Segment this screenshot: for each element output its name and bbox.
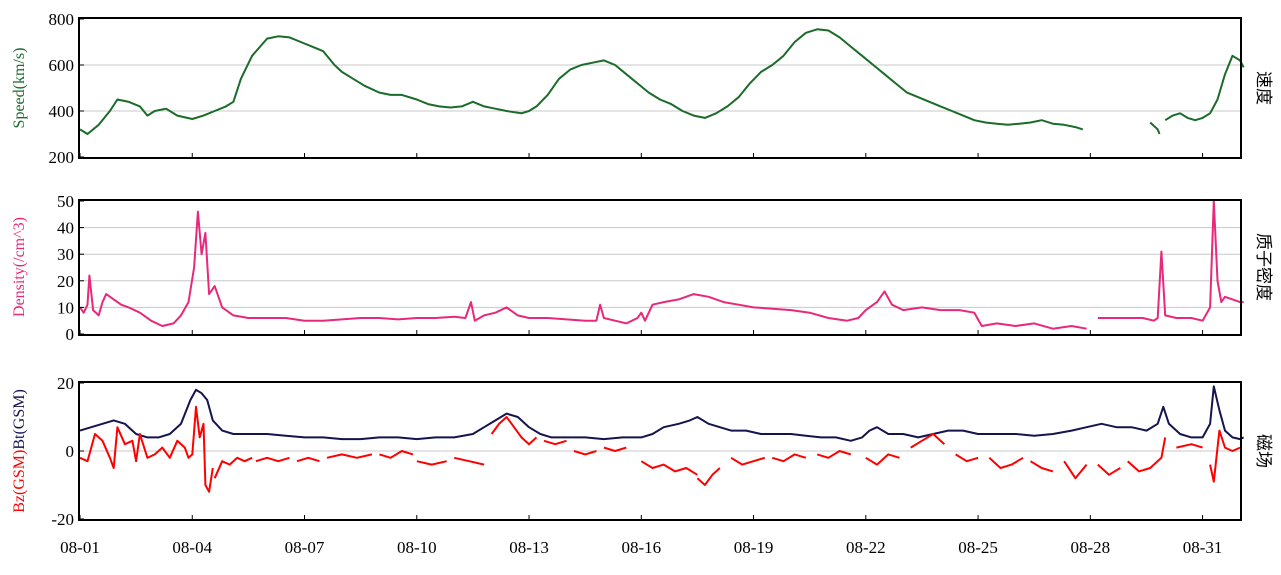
bz-series-line bbox=[255, 456, 290, 463]
speed-y-ticks: 200 400 600 800 bbox=[49, 10, 84, 167]
bz-series-line bbox=[1063, 460, 1088, 480]
field-right-label: 磁场 bbox=[1254, 434, 1273, 468]
density-panel-frame bbox=[78, 199, 1242, 336]
density-y-ticks: 0 10 20 30 40 50 bbox=[57, 192, 84, 344]
x-axis-date-labels: 08-01 08-04 08-07 08-10 08-13 08-16 08-19 08-22… bbox=[60, 538, 1222, 557]
y-tick-label: 0 bbox=[66, 325, 75, 344]
bz-series-line bbox=[955, 453, 979, 463]
y-tick-label: 50 bbox=[57, 192, 74, 211]
density-series-line bbox=[1097, 200, 1244, 322]
bz-series-line bbox=[730, 456, 766, 466]
y-tick-label: 30 bbox=[57, 245, 74, 264]
bt-axis-label: Bt(GSM) bbox=[11, 389, 28, 449]
bz-series-line bbox=[379, 450, 414, 459]
y-tick-label: 800 bbox=[49, 10, 75, 29]
bz-series-line bbox=[603, 446, 627, 452]
bz-series-line bbox=[1097, 463, 1121, 476]
y-tick-label: 200 bbox=[49, 148, 75, 167]
density-gridlines bbox=[80, 227, 1240, 308]
y-tick-label: 0 bbox=[66, 442, 75, 461]
bz-series-line bbox=[416, 460, 447, 466]
bz-series-line bbox=[490, 416, 538, 446]
bz-series-line bbox=[326, 453, 373, 459]
bz-series-line bbox=[543, 439, 567, 446]
x-tick-label: 08-01 bbox=[60, 538, 100, 557]
x-tick-label: 08-31 bbox=[1183, 538, 1223, 557]
y-tick-label: -20 bbox=[51, 510, 74, 529]
x-tick-label: 08-13 bbox=[509, 538, 549, 557]
speed-series-line bbox=[1164, 54, 1245, 122]
bz-series-line bbox=[910, 433, 946, 449]
field-y-axis-label: Bz(GSM)Bt(GSM) bbox=[11, 389, 28, 513]
speed-y-axis-label: Speed(km/s) bbox=[11, 48, 28, 129]
bz-series-line bbox=[640, 460, 698, 476]
bz-series-line bbox=[1029, 460, 1054, 473]
field-series bbox=[79, 385, 1245, 493]
density-y-axis-label: Density(/cm^3) bbox=[11, 217, 28, 317]
x-tick-label: 08-10 bbox=[397, 538, 437, 557]
bz-series-line bbox=[988, 456, 1024, 469]
bz-series-line bbox=[296, 456, 320, 463]
bz-series-line bbox=[1176, 443, 1203, 449]
bz-series-line bbox=[696, 467, 721, 486]
density-series-line bbox=[79, 210, 1087, 330]
y-tick-label: 40 bbox=[57, 219, 74, 238]
bz-axis-label: Bz(GSM) bbox=[11, 450, 28, 513]
bz-series-line bbox=[213, 456, 253, 479]
density-x-tick-marks bbox=[79, 330, 1204, 335]
bz-series-line bbox=[865, 453, 900, 466]
x-tick-label: 08-25 bbox=[958, 538, 998, 557]
x-tick-label: 08-07 bbox=[285, 538, 325, 557]
density-panel: 0 10 20 30 40 50 Density(/cm^3) 质子密度 bbox=[11, 192, 1273, 344]
x-tick-label: 08-28 bbox=[1070, 538, 1110, 557]
field-panel: -20 0 20 Bz(GSM)Bt(GSM) 磁场 bbox=[11, 374, 1273, 529]
bz-series-line bbox=[573, 450, 597, 456]
speed-x-tick-marks bbox=[79, 153, 1204, 158]
bz-series-line bbox=[1209, 429, 1241, 483]
speed-panel-frame bbox=[78, 17, 1242, 159]
x-tick-label: 08-19 bbox=[734, 538, 774, 557]
density-right-label: 质子密度 bbox=[1254, 233, 1273, 301]
y-tick-label: 600 bbox=[49, 56, 75, 75]
x-tick-label: 08-04 bbox=[172, 538, 212, 557]
speed-right-label: 速度 bbox=[1254, 71, 1273, 105]
bt-series-line bbox=[79, 385, 1245, 442]
speed-series bbox=[79, 28, 1245, 135]
bz-series-line bbox=[816, 450, 852, 459]
bz-series-line bbox=[772, 453, 807, 463]
x-tick-label: 08-22 bbox=[846, 538, 886, 557]
field-y-ticks: -20 0 20 bbox=[51, 374, 84, 529]
speed-series-line bbox=[79, 28, 1084, 135]
x-tick-label: 08-16 bbox=[621, 538, 661, 557]
bz-series-line bbox=[453, 456, 485, 466]
y-tick-label: 10 bbox=[57, 298, 74, 317]
y-tick-label: 20 bbox=[57, 374, 74, 393]
y-tick-label: 400 bbox=[49, 102, 75, 121]
speed-series-line bbox=[1149, 121, 1161, 135]
bz-series-line bbox=[79, 405, 214, 493]
bz-series-line bbox=[1127, 437, 1167, 473]
y-tick-label: 20 bbox=[57, 272, 74, 291]
speed-gridlines bbox=[80, 64, 1240, 112]
field-x-tick-marks bbox=[79, 515, 1204, 520]
density-series bbox=[79, 200, 1244, 330]
speed-panel: 200 400 600 800 Speed(km/s) 速度 bbox=[11, 10, 1273, 167]
